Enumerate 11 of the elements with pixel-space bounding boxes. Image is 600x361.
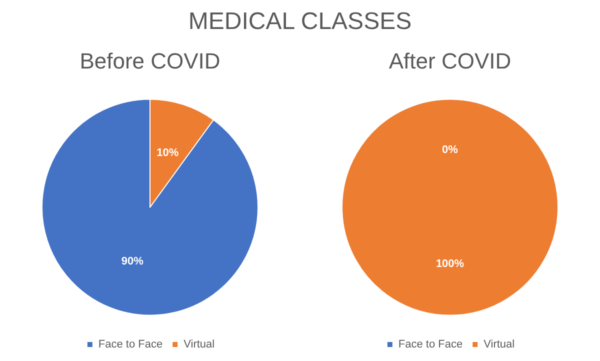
data-label: 100% (436, 258, 464, 270)
data-label: 10% (156, 147, 179, 160)
data-label: 90% (121, 255, 144, 268)
chart-title: After COVID (388, 48, 512, 74)
legend-label: Virtual (484, 338, 515, 350)
legend-label: Virtual (184, 338, 215, 350)
chart-title: Before COVID (80, 48, 220, 74)
legend-label: Face to Face (98, 338, 163, 350)
text: MEDICAL CLASSES (187, 8, 413, 36)
text: 0% (442, 144, 458, 156)
legend-label: Face to Face (398, 338, 463, 350)
